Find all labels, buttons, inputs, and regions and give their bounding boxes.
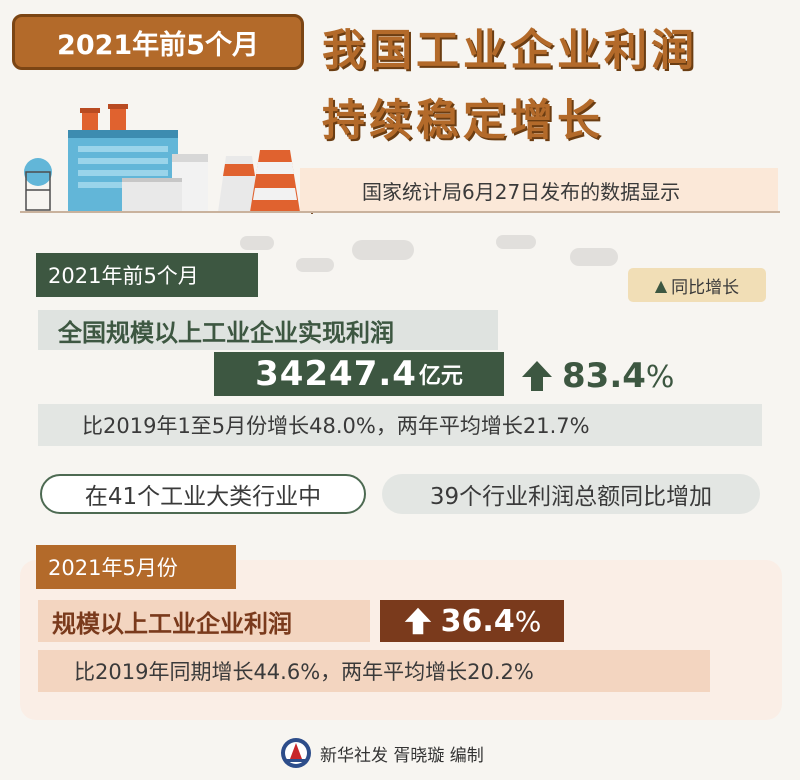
industry-growth-label: 39个行业利润总额同比增加	[382, 474, 760, 514]
section2-growth-number: 36.4	[440, 603, 515, 639]
section1-growth-number: 83.4	[562, 356, 646, 396]
up-arrow-icon	[522, 361, 552, 391]
cloud-icon	[496, 235, 536, 249]
section1-headline: 全国规模以上工业企业实现利润	[38, 310, 498, 350]
xinhua-logo-icon	[281, 738, 311, 768]
section2-tag: 2021年5月份	[36, 545, 236, 589]
footer-credit: 新华社发 胥晓璇 编制	[280, 736, 484, 770]
cloud-icon	[240, 236, 274, 250]
section1-tag: 2021年前5个月	[36, 253, 258, 297]
source-note: 国家统计局6月27日发布的数据显示	[300, 168, 778, 212]
cloud-icon	[296, 258, 334, 272]
page-title-line2: 持续稳定增长	[322, 96, 604, 146]
cloud-icon	[570, 248, 618, 266]
section2-growth-percent: %	[514, 604, 542, 638]
section2-comparison: 比2019年同期增长44.6%，两年平均增长20.2%	[38, 650, 710, 692]
cloud-icon	[352, 240, 414, 260]
up-arrow-icon: ▲	[654, 275, 668, 295]
up-arrow-icon	[404, 607, 431, 635]
factory-illustration	[24, 104, 320, 214]
footer-text: 新华社发 胥晓璇 编制	[320, 745, 484, 766]
profit-value-unit: 亿元	[418, 364, 463, 389]
profit-value: 34247.4 亿元	[214, 352, 504, 396]
section2-growth: 36.4%	[380, 600, 564, 642]
legend-badge: ▲ 同比增长	[628, 268, 766, 302]
profit-value-number: 34247.4	[255, 354, 417, 394]
section1-comparison: 比2019年1至5月份增长48.0%，两年平均增长21.7%	[38, 404, 762, 446]
date-badge: 2021年前5个月	[12, 14, 304, 70]
section1-growth-percent: %	[645, 360, 675, 395]
section1-growth: 83.4%	[520, 354, 674, 398]
legend-label: 同比增长	[671, 277, 740, 298]
industry-count-label: 在41个工业大类行业中	[40, 474, 366, 514]
page-title-line1: 我国工业企业利润	[322, 26, 698, 76]
section2-headline: 规模以上工业企业利润	[38, 600, 370, 642]
divider	[20, 211, 780, 213]
